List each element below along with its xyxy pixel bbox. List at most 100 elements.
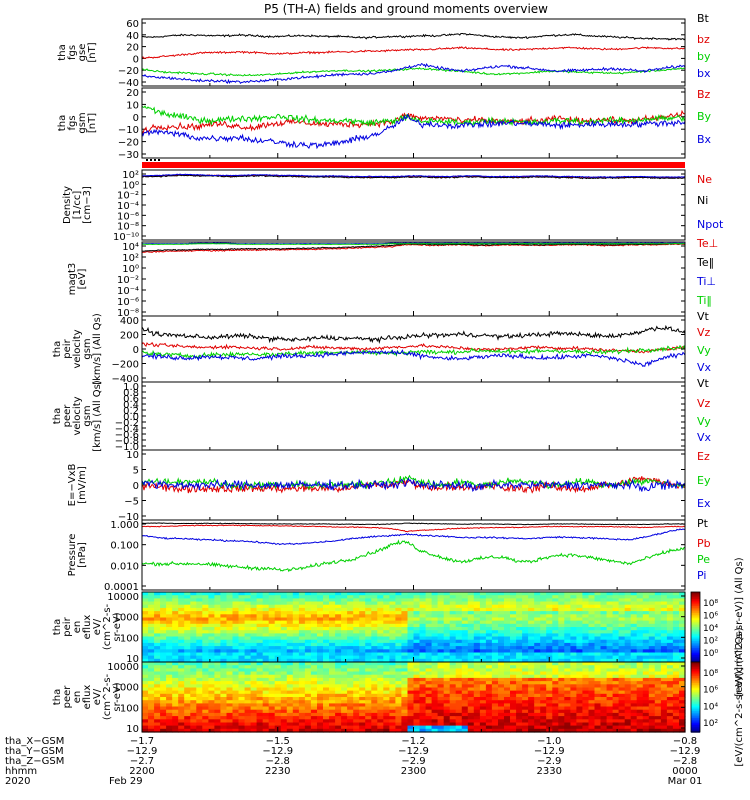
y-tick-label: −0.6 xyxy=(115,430,139,441)
heatmap-cell xyxy=(148,639,155,644)
heatmap-cell xyxy=(292,709,300,714)
heatmap-cell xyxy=(510,639,517,644)
heatmap-cell xyxy=(286,706,294,711)
heatmap-cell xyxy=(323,649,330,654)
heatmap-cell xyxy=(546,627,553,631)
heatmap-cell xyxy=(612,665,620,669)
heatmap-cell xyxy=(648,690,656,695)
heatmap-cell xyxy=(250,592,258,596)
heatmap-cell xyxy=(443,706,451,711)
heatmap-cell xyxy=(395,709,402,714)
heatmap-cell xyxy=(679,633,686,638)
heatmap-cell xyxy=(401,642,408,647)
heatmap-cell xyxy=(413,646,421,650)
colorbar-step xyxy=(691,714,700,717)
heatmap-cell xyxy=(359,630,366,634)
heatmap-cell xyxy=(672,607,680,612)
heatmap-cell xyxy=(449,671,457,676)
heatmap-cell xyxy=(371,636,378,641)
heatmap-cell xyxy=(280,611,288,615)
heatmap-cell xyxy=(220,719,227,724)
heatmap-cell xyxy=(280,668,288,673)
heatmap-cell xyxy=(292,662,300,666)
heatmap-cell xyxy=(166,709,173,714)
heatmap-cell xyxy=(419,665,427,669)
heatmap-cell xyxy=(184,601,191,606)
heatmap-cell xyxy=(582,636,589,641)
heatmap-cell xyxy=(630,642,638,647)
heatmap-cell xyxy=(401,614,408,619)
heatmap-cell xyxy=(268,611,276,615)
heatmap-cell xyxy=(172,630,179,634)
heatmap-cell xyxy=(154,725,161,730)
heatmap-cell xyxy=(395,617,402,622)
axis-row-value: −12.9 xyxy=(670,746,701,757)
heatmap-cell xyxy=(274,668,282,673)
heatmap-cell xyxy=(317,709,324,714)
heatmap-cell xyxy=(341,671,348,676)
heatmap-cell xyxy=(317,719,324,724)
heatmap-cell xyxy=(359,614,366,619)
heatmap-cell xyxy=(190,693,197,698)
heatmap-cell xyxy=(648,646,656,650)
heatmap-cell xyxy=(636,728,644,733)
heatmap-cell xyxy=(600,662,608,666)
heatmap-cell xyxy=(504,716,511,720)
heatmap-cell xyxy=(232,633,240,638)
colorbar-tick-label: 10⁰ xyxy=(703,649,718,659)
heatmap-cell xyxy=(654,697,662,701)
heatmap-cell xyxy=(226,703,234,708)
heatmap-cell xyxy=(516,728,523,733)
heatmap-cell xyxy=(636,684,644,689)
heatmap-cell xyxy=(600,623,608,628)
heatmap-cell xyxy=(600,706,608,711)
axis-row-value: −2.8 xyxy=(673,756,697,767)
heatmap-cell xyxy=(383,690,390,695)
heatmap-cell xyxy=(455,630,463,634)
heatmap-cell xyxy=(648,598,656,603)
heatmap-cell xyxy=(190,725,197,730)
heatmap-cell xyxy=(594,712,602,717)
y-tick-label: 10⁻⁸ xyxy=(117,222,139,233)
heatmap-cell xyxy=(304,719,312,724)
heatmap-cell xyxy=(479,598,487,603)
heatmap-cell xyxy=(654,728,662,733)
heatmap-cell xyxy=(238,662,246,666)
heatmap-cell xyxy=(473,706,481,711)
heatmap-cell xyxy=(431,668,439,673)
heatmap-cell xyxy=(335,668,342,673)
heatmap-cell xyxy=(178,642,185,647)
heatmap-cell xyxy=(540,623,547,628)
heatmap-cell xyxy=(244,709,252,714)
heatmap-cell xyxy=(449,649,457,654)
heatmap-cell xyxy=(341,712,348,717)
heatmap-cell xyxy=(522,617,529,622)
heatmap-cell xyxy=(250,604,258,609)
heatmap-cell xyxy=(166,604,173,609)
heatmap-cell xyxy=(341,703,348,708)
heatmap-cell xyxy=(648,712,656,717)
heatmap-cell xyxy=(226,639,234,644)
heatmap-cell xyxy=(606,642,614,647)
heatmap-cell xyxy=(220,681,227,685)
heatmap-cell xyxy=(612,709,620,714)
heatmap-cell xyxy=(262,697,270,701)
heatmap-cell xyxy=(594,668,602,673)
heatmap-cell xyxy=(377,706,384,711)
heatmap-cell xyxy=(377,728,384,733)
heatmap-cell xyxy=(636,725,644,730)
heatmap-cell xyxy=(335,595,342,599)
heatmap-cell xyxy=(546,716,553,720)
heatmap-cell xyxy=(473,655,481,660)
heatmap-cell xyxy=(455,646,463,650)
heatmap-cell xyxy=(564,652,571,657)
heatmap-cell xyxy=(268,728,276,733)
y-tick-label: −10 xyxy=(118,125,139,136)
heatmap-cell xyxy=(335,712,342,717)
heatmap-cell xyxy=(286,598,294,603)
heatmap-cell xyxy=(576,703,583,708)
heatmap-cell xyxy=(679,706,686,711)
heatmap-cell xyxy=(654,693,662,698)
heatmap-cell xyxy=(347,611,354,615)
heatmap-cell xyxy=(582,595,589,599)
